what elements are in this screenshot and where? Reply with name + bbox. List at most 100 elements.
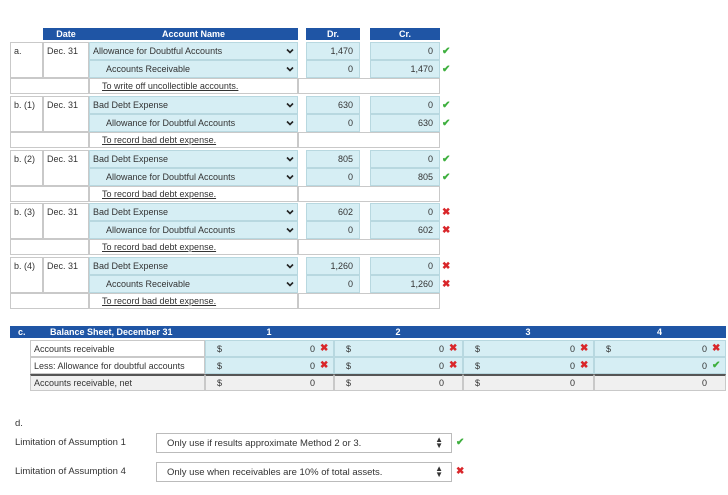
dollar-sign: $: [475, 378, 481, 388]
chevron-down-icon[interactable]: [286, 226, 294, 234]
chevron-down-icon[interactable]: [286, 65, 294, 73]
balance-amount-input[interactable]: [594, 357, 726, 374]
credit-account-select[interactable]: Accounts Receivable: [89, 60, 298, 78]
limitation-label: Limitation of Assumption 1: [15, 437, 126, 448]
x-icon: ✖: [442, 261, 451, 272]
debit-amount-input[interactable]: 0: [306, 60, 360, 78]
debit-amount-input[interactable]: 0: [306, 221, 360, 239]
part-d-label: d.: [15, 418, 23, 429]
credit-amount-input[interactable]: 805: [370, 168, 440, 186]
chevron-down-icon[interactable]: [286, 173, 294, 181]
debit-account-select[interactable]: Bad Debt Expense: [89, 203, 298, 221]
x-icon: ✖: [442, 279, 451, 290]
empty-cell: [298, 132, 440, 148]
balance-amount-input[interactable]: [463, 374, 594, 391]
balance-amount-input[interactable]: [205, 357, 334, 374]
debit-account-select[interactable]: Bad Debt Expense: [89, 96, 298, 114]
credit-amount-input[interactable]: 630: [370, 114, 440, 132]
column-header-4: 4: [657, 327, 663, 337]
check-icon: ✔: [442, 64, 451, 75]
check-icon: ✔: [442, 100, 451, 111]
balance-amount-value: 0: [702, 344, 708, 354]
debit-amount-input[interactable]: 1,260: [306, 257, 360, 275]
balance-row-label: Accounts receivable, net: [30, 374, 205, 391]
credit-account-select[interactable]: Allowance for Doubtful Accounts: [89, 114, 298, 132]
chevron-down-icon[interactable]: [286, 101, 294, 109]
balance-amount-input[interactable]: [463, 340, 594, 357]
debit-account-select[interactable]: Bad Debt Expense: [89, 150, 298, 168]
entry-date: Dec. 31: [43, 96, 89, 132]
credit-amount-input[interactable]: 0: [370, 42, 440, 60]
debit-amount-input[interactable]: 0: [306, 168, 360, 186]
column-header-2: 2: [395, 327, 401, 337]
debit-amount-input[interactable]: 630: [306, 96, 360, 114]
dollar-sign: $: [475, 361, 481, 371]
chevron-down-icon[interactable]: [286, 119, 294, 127]
credit-amount-input[interactable]: 0: [370, 96, 440, 114]
check-icon: ✔: [456, 437, 465, 448]
x-icon: ✖: [712, 343, 721, 354]
balance-amount-input[interactable]: [334, 374, 463, 391]
balance-amount-input[interactable]: [205, 374, 334, 391]
credit-amount-input[interactable]: 0: [370, 150, 440, 168]
dollar-sign: $: [217, 361, 223, 371]
debit-amount-input[interactable]: 1,470: [306, 42, 360, 60]
credit-amount-input[interactable]: 1,260: [370, 275, 440, 293]
dollar-sign: $: [346, 344, 352, 354]
balance-sheet-title: Balance Sheet, December 31: [50, 327, 173, 337]
column-header-3: 3: [525, 327, 531, 337]
dollar-sign: $: [475, 344, 481, 354]
column-header-1: 1: [266, 327, 272, 337]
limitation-select[interactable]: Only use if results approximate Method 2…: [156, 433, 452, 453]
entry-memo: To record bad debt expense.: [89, 186, 298, 202]
chevron-down-icon[interactable]: [286, 155, 294, 163]
header-date: Date: [43, 28, 89, 40]
balance-row-label: Less: Allowance for doubtful accounts: [30, 357, 205, 374]
debit-account-select[interactable]: Allowance for Doubtful Accounts: [89, 42, 298, 60]
limitation-select[interactable]: Only use when receivables are 10% of tot…: [156, 462, 452, 482]
empty-cell: [298, 239, 440, 255]
balance-amount-value: 0: [310, 378, 316, 388]
balance-amount-input[interactable]: [334, 340, 463, 357]
chevron-down-icon[interactable]: [286, 262, 294, 270]
credit-amount-input[interactable]: 1,470: [370, 60, 440, 78]
entry-date: Dec. 31: [43, 257, 89, 293]
balance-amount-input[interactable]: [594, 340, 726, 357]
debit-amount-input[interactable]: 0: [306, 114, 360, 132]
debit-amount-input[interactable]: 0: [306, 275, 360, 293]
header-credit: Cr.: [370, 28, 440, 40]
chevron-down-icon[interactable]: [286, 47, 294, 55]
balance-sheet-header: c. Balance Sheet, December 31 1 2 3 4: [10, 326, 726, 338]
debit-amount-input[interactable]: 602: [306, 203, 360, 221]
dollar-sign: $: [217, 344, 223, 354]
balance-amount-input[interactable]: [334, 357, 463, 374]
credit-account-select[interactable]: Allowance for Doubtful Accounts: [89, 168, 298, 186]
entry-date: Dec. 31: [43, 42, 89, 78]
debit-amount-input[interactable]: 805: [306, 150, 360, 168]
empty-cell: [10, 239, 89, 255]
balance-amount-value: 0: [439, 378, 445, 388]
credit-account-select[interactable]: Accounts Receivable: [89, 275, 298, 293]
credit-amount-input[interactable]: 0: [370, 203, 440, 221]
empty-cell: [10, 78, 89, 94]
empty-cell: [298, 186, 440, 202]
balance-amount-input[interactable]: [594, 374, 726, 391]
dollar-sign: $: [217, 378, 223, 388]
debit-account-select[interactable]: Bad Debt Expense: [89, 257, 298, 275]
credit-amount-input[interactable]: 0: [370, 257, 440, 275]
x-icon: ✖: [449, 343, 458, 354]
balance-amount-value: 0: [439, 344, 445, 354]
balance-amount-value: 0: [702, 361, 708, 371]
balance-amount-input[interactable]: [205, 340, 334, 357]
balance-amount-input[interactable]: [463, 357, 594, 374]
credit-amount-input[interactable]: 602: [370, 221, 440, 239]
empty-cell: [10, 132, 89, 148]
select-arrows-icon: ▲ ▼: [435, 435, 443, 450]
x-icon: ✖: [320, 343, 329, 354]
chevron-down-icon[interactable]: [286, 280, 294, 288]
entry-memo: To record bad debt expense.: [89, 239, 298, 255]
credit-account-select[interactable]: Allowance for Doubtful Accounts: [89, 221, 298, 239]
chevron-down-icon[interactable]: [286, 208, 294, 216]
select-arrows-icon: ▲ ▼: [435, 464, 443, 479]
dollar-sign: $: [346, 361, 352, 371]
